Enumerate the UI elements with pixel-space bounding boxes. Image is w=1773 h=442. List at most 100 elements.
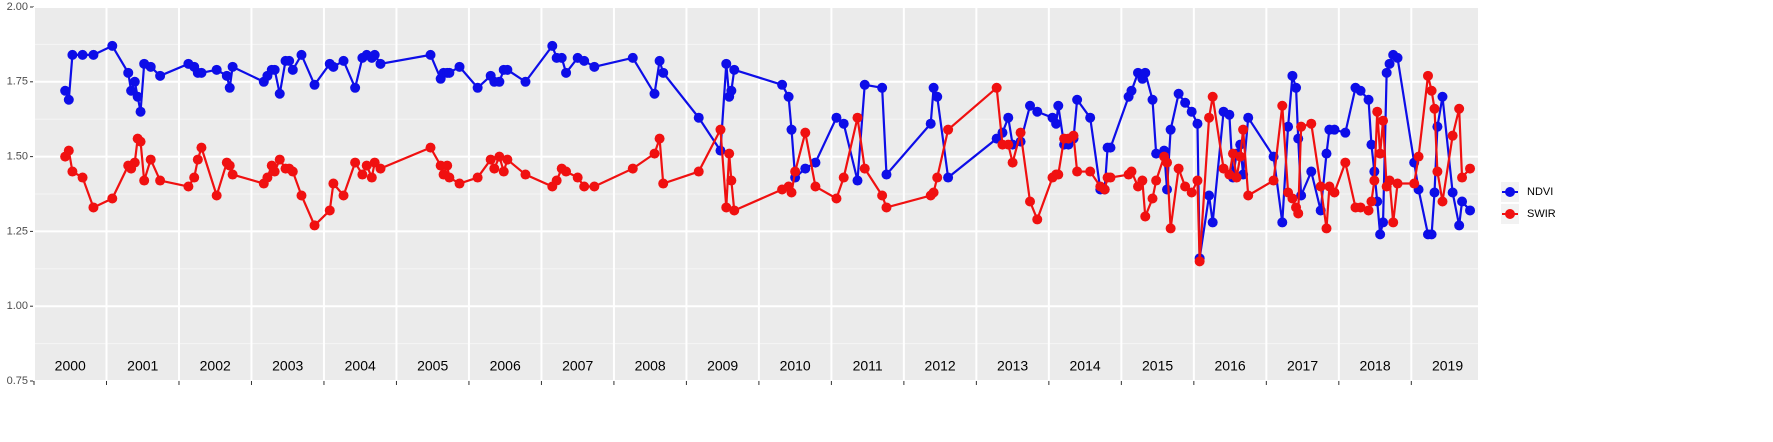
- data-point: [1204, 190, 1215, 201]
- data-point: [1025, 100, 1036, 111]
- data-point: [991, 82, 1002, 93]
- data-point: [88, 49, 99, 60]
- data-point: [63, 145, 74, 156]
- x-tick-label: 2014: [1070, 358, 1101, 374]
- data-point: [442, 160, 453, 171]
- data-point: [1388, 217, 1399, 228]
- data-point: [1003, 139, 1014, 150]
- data-point: [943, 172, 954, 183]
- data-point: [658, 67, 669, 78]
- data-point: [928, 82, 939, 93]
- data-point: [221, 70, 232, 81]
- data-point: [1207, 217, 1218, 228]
- data-point: [1340, 157, 1351, 168]
- data-point: [155, 175, 166, 186]
- data-point: [77, 49, 88, 60]
- data-point: [196, 142, 207, 153]
- data-point: [1180, 181, 1191, 192]
- data-point: [729, 64, 740, 75]
- data-point: [1085, 112, 1096, 123]
- data-point: [1429, 187, 1440, 198]
- data-point: [1025, 196, 1036, 207]
- data-point: [1321, 223, 1332, 234]
- data-point: [489, 163, 500, 174]
- data-point: [296, 190, 307, 201]
- data-point: [338, 190, 349, 201]
- data-point: [800, 127, 811, 138]
- data-point: [262, 172, 273, 183]
- data-point: [654, 55, 665, 66]
- data-point: [129, 157, 140, 168]
- data-point: [494, 76, 505, 87]
- data-point: [1162, 157, 1173, 168]
- data-point: [589, 61, 600, 72]
- data-point: [1392, 52, 1403, 63]
- data-point: [852, 175, 863, 186]
- data-point: [1454, 103, 1465, 114]
- data-point: [877, 190, 888, 201]
- data-point: [786, 124, 797, 135]
- data-point: [126, 85, 137, 96]
- data-point: [1186, 106, 1197, 117]
- data-point: [309, 220, 320, 231]
- x-tick-label: 2002: [200, 358, 231, 374]
- data-point: [556, 52, 567, 63]
- data-point: [649, 88, 660, 99]
- data-point: [1140, 211, 1151, 222]
- data-point: [1366, 139, 1377, 150]
- data-point: [1238, 124, 1249, 135]
- data-point: [274, 88, 285, 99]
- data-point: [269, 64, 280, 75]
- data-point: [881, 169, 892, 180]
- data-point: [1432, 121, 1443, 132]
- data-point: [287, 166, 298, 177]
- data-point: [715, 145, 726, 156]
- data-point: [454, 178, 465, 189]
- data-point: [721, 202, 732, 213]
- data-point: [328, 178, 339, 189]
- data-point: [627, 52, 638, 63]
- data-point: [1329, 187, 1340, 198]
- x-tick-label: 2012: [925, 358, 956, 374]
- data-point: [551, 175, 562, 186]
- legend-marker: [1505, 209, 1515, 219]
- data-point: [485, 154, 496, 165]
- data-point: [1105, 142, 1116, 153]
- data-point: [1457, 196, 1468, 207]
- data-point: [1355, 85, 1366, 96]
- x-tick-label: 2019: [1432, 358, 1463, 374]
- data-point: [123, 67, 134, 78]
- data-point: [1151, 148, 1162, 159]
- data-point: [425, 49, 436, 60]
- data-point: [1432, 166, 1443, 177]
- data-point: [1140, 67, 1151, 78]
- data-point: [196, 67, 207, 78]
- x-tick-label: 2008: [635, 358, 666, 374]
- data-point: [1053, 169, 1064, 180]
- data-point: [361, 160, 372, 171]
- data-point: [1465, 163, 1476, 174]
- data-point: [786, 187, 797, 198]
- data-point: [1422, 70, 1433, 81]
- data-point: [189, 172, 200, 183]
- data-point: [1151, 175, 1162, 186]
- data-point: [1007, 157, 1018, 168]
- data-point: [274, 154, 285, 165]
- data-point: [1329, 124, 1340, 135]
- data-point: [1268, 175, 1279, 186]
- data-point: [63, 94, 74, 105]
- data-point: [338, 55, 349, 66]
- data-point: [502, 154, 513, 165]
- data-point: [375, 163, 386, 174]
- data-point: [284, 55, 295, 66]
- x-tick-label: 2005: [417, 358, 448, 374]
- data-point: [932, 172, 943, 183]
- data-point: [328, 61, 339, 72]
- data-point: [1235, 151, 1246, 162]
- data-point: [350, 82, 361, 93]
- data-point: [1053, 100, 1064, 111]
- data-point: [1072, 166, 1083, 177]
- data-point: [296, 49, 307, 60]
